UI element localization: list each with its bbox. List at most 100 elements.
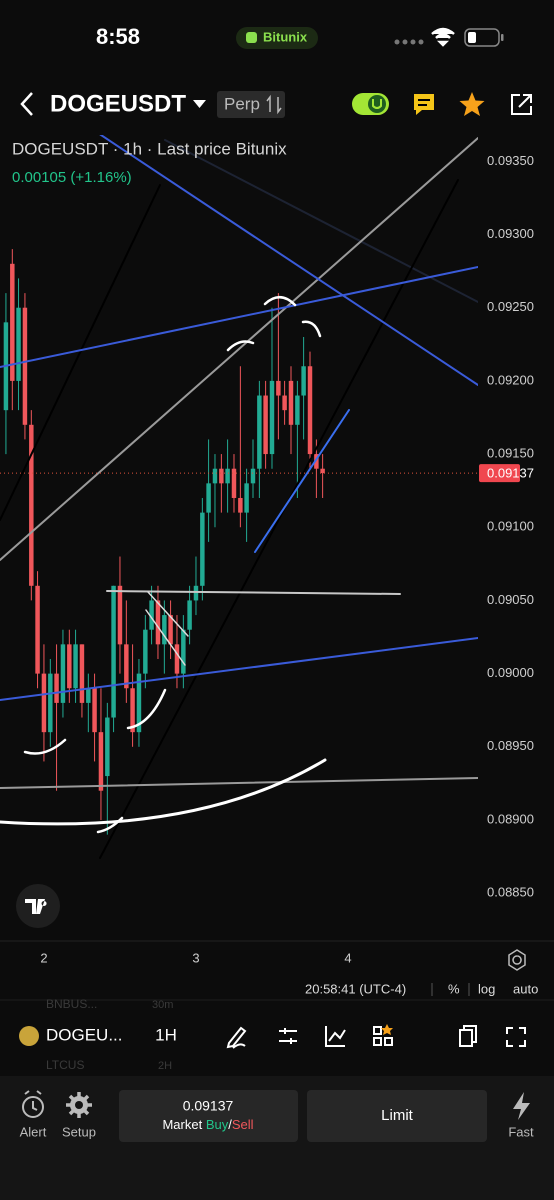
log-button[interactable]: log [478, 981, 495, 996]
candle-body [307, 366, 313, 455]
tool-icons[interactable] [226, 1025, 526, 1049]
horizontal-line [106, 590, 401, 595]
toggle-knob [368, 95, 386, 113]
market-label: Market Buy/Sell [162, 1117, 253, 1132]
candle-body [111, 585, 116, 718]
candle-body [174, 644, 180, 674]
candle-body [269, 380, 275, 455]
alert-icon[interactable] [22, 1096, 44, 1118]
toggle-u [372, 99, 382, 109]
candles [3, 249, 325, 835]
candle-body [41, 673, 47, 733]
arc [23, 296, 322, 834]
candle-body [92, 688, 97, 733]
trend-line [0, 637, 478, 701]
candle-body [22, 307, 28, 425]
candle-body [295, 395, 300, 425]
candle-body [130, 688, 135, 733]
candle-body [35, 585, 40, 674]
ghost-interval: 30m [152, 999, 173, 1011]
flag-lines [145, 591, 189, 666]
y-tick-label: 0.09200 [487, 372, 534, 387]
percent-button[interactable]: % [448, 981, 460, 996]
last-price-box [479, 464, 520, 483]
candle-body [238, 497, 243, 513]
buy-text: Buy [206, 1117, 229, 1132]
candle-body [314, 454, 319, 469]
candle-body [79, 644, 85, 703]
y-tick-label: 0.09000 [487, 665, 534, 680]
candle-body [276, 380, 281, 396]
candle-body [212, 468, 218, 484]
candle-body [301, 366, 306, 396]
alert-label[interactable]: Alert [20, 1124, 47, 1139]
candle-body [155, 600, 161, 645]
y-tick-label: 0.09250 [487, 299, 534, 314]
y-tick-label: 0.09350 [487, 153, 534, 168]
trend-line [99, 135, 478, 386]
y-tick-label: 0.09300 [487, 226, 534, 241]
fast-icon[interactable] [513, 1092, 530, 1120]
symbol[interactable]: DOGEUSDT [50, 90, 186, 117]
battery-level [468, 32, 476, 43]
fast-label[interactable]: Fast [508, 1124, 534, 1139]
setup-label[interactable]: Setup [62, 1124, 96, 1139]
candle-body [10, 263, 15, 381]
back-button[interactable] [20, 92, 33, 116]
x-tick-label: 3 [192, 950, 199, 965]
limit-button[interactable] [307, 1090, 487, 1142]
market-button[interactable] [119, 1090, 298, 1142]
market-tag[interactable] [217, 91, 285, 118]
drawings [0, 135, 478, 859]
trend-line [99, 179, 459, 859]
symbol-dropdown[interactable] [193, 100, 206, 108]
brand-icon [246, 32, 257, 43]
swap-icon [266, 94, 282, 115]
candle-body [16, 307, 21, 381]
favorite-star[interactable] [459, 92, 485, 116]
clock: 8:58 [96, 24, 140, 49]
trend-line [254, 409, 350, 553]
market-text: Market [162, 1117, 202, 1132]
toolbar-symbol[interactable]: DOGEU... [46, 1025, 123, 1044]
candle-body [193, 585, 199, 601]
auto-button[interactable]: auto [513, 981, 538, 996]
share-icon[interactable] [511, 94, 532, 115]
ghost-interval: 2H [158, 1060, 172, 1072]
candle-body [86, 688, 91, 703]
market-label: Perp [224, 94, 260, 113]
price-change: 0.00105 (+1.16%) [12, 169, 132, 186]
interval[interactable]: 1H [155, 1025, 177, 1044]
candle-body [257, 395, 262, 469]
y-tick-label: 0.08850 [487, 885, 534, 900]
ghost-symbol: LTCUS [46, 1058, 84, 1072]
candle-body [168, 615, 173, 645]
arc [0, 758, 327, 826]
candle-body [320, 468, 325, 474]
message-lines [418, 99, 430, 106]
clock-utc: 20:58:41 (UTC-4) [305, 981, 406, 996]
bottom-panel: Alert Setup 0.09137 Market Buy/Sell Limi… [0, 1076, 554, 1200]
setup-icon-center [75, 1101, 83, 1109]
brand-pill [236, 27, 318, 49]
slash: / [228, 1117, 232, 1132]
battery [464, 28, 500, 47]
candle-body [67, 644, 72, 689]
alert-icon-hands [24, 1090, 42, 1111]
ghost-symbol: BNBUS... [46, 997, 97, 1011]
limit-label: Limit [381, 1107, 414, 1124]
candle-body [282, 395, 287, 411]
trend-line [0, 137, 478, 561]
candle-body [219, 468, 224, 484]
candle-body [250, 468, 256, 484]
candle-body [187, 600, 192, 630]
trend-line [0, 184, 161, 521]
candle-body [162, 615, 167, 645]
candle-body [263, 395, 268, 455]
brand: Bitunix [263, 29, 308, 44]
candle-body [60, 644, 66, 703]
y-tick-label: 0.09050 [487, 592, 534, 607]
candle-body [98, 732, 104, 791]
settings-icon[interactable] [508, 949, 526, 971]
